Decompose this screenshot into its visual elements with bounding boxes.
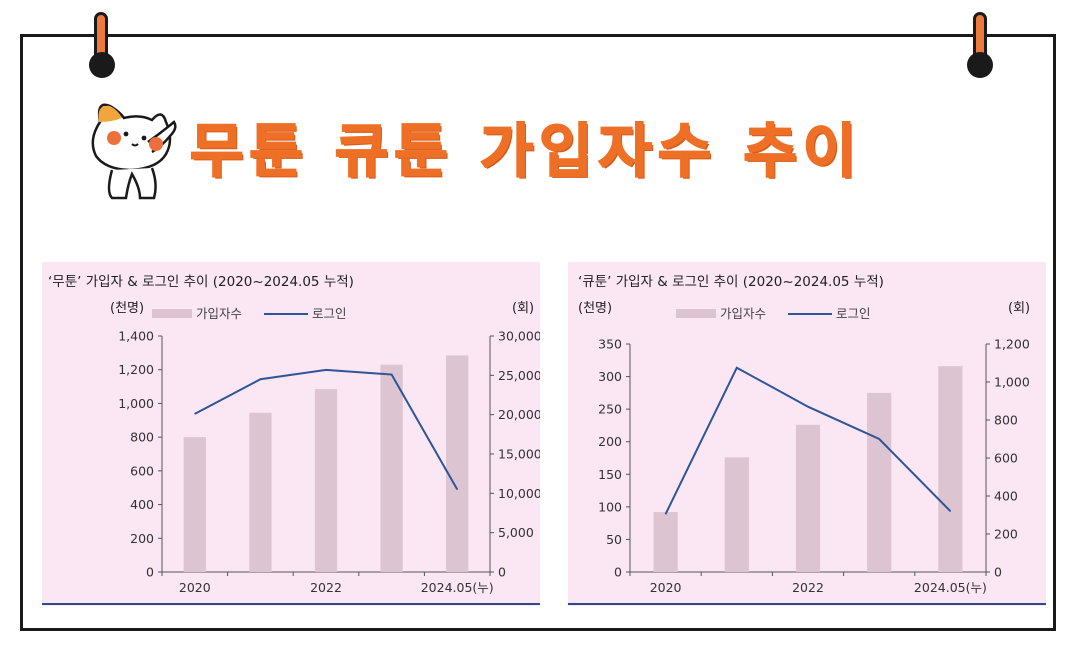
chart-title-cutoon: ‘큐툰’ 가입자 & 로그인 추이 (2020~2024.05 누적) xyxy=(578,274,884,290)
y-right-tick-label: 400 xyxy=(994,489,1018,504)
bar-2 xyxy=(249,412,272,572)
bar-3 xyxy=(314,389,338,572)
login-point-5 xyxy=(949,510,951,512)
login-point-4 xyxy=(391,374,393,376)
login-point-2 xyxy=(736,367,738,369)
x-tick-label: 2024.05(누) xyxy=(914,580,987,595)
y-left-tick-label: 600 xyxy=(130,463,154,478)
chart-mutoon: (천명) (회) 가입자수 로그인 0 200 400 600 800 1,000 1,200 1,4… xyxy=(42,301,540,605)
y-right-tick-label: 0 xyxy=(498,565,506,580)
legend-bar-swatch xyxy=(152,309,192,318)
y-right-tick-label: 1,200 xyxy=(994,337,1030,352)
bar-2 xyxy=(724,457,749,572)
legend-bar-swatch xyxy=(676,309,716,318)
y-left-unit-label: (천명) xyxy=(578,301,612,316)
login-point-5 xyxy=(456,488,458,490)
y-left-tick-label: 0 xyxy=(146,565,154,580)
y-right-tick-label: 0 xyxy=(994,565,1002,580)
login-point-1 xyxy=(194,413,196,415)
bar-1 xyxy=(653,512,678,572)
login-point-2 xyxy=(259,378,261,380)
y-right-tick-label: 5,000 xyxy=(498,525,534,540)
bar-4 xyxy=(867,392,892,572)
pin-hole-right-icon xyxy=(967,52,993,78)
y-right-tick-label: 15,000 xyxy=(498,447,540,462)
y-right-tick-label: 30,000 xyxy=(498,329,540,344)
y-left-tick-label: 1,400 xyxy=(118,329,154,344)
y-left-unit-label: (천명) xyxy=(110,301,144,316)
x-tick-label: 2020 xyxy=(179,580,211,595)
x-tick-label: 2020 xyxy=(650,580,682,595)
y-left-tick-label: 1,000 xyxy=(118,396,154,411)
y-left-tick-label: 350 xyxy=(598,337,622,352)
y-left-tick-label: 0 xyxy=(614,565,622,580)
y-right-tick-label: 10,000 xyxy=(498,486,540,501)
pin-hole-left-icon xyxy=(89,52,115,78)
y-left-tick-label: 1,200 xyxy=(118,362,154,377)
x-tick-label: 2022 xyxy=(792,580,824,595)
y-left-tick-label: 800 xyxy=(130,430,154,445)
y-left-tick-label: 300 xyxy=(598,369,622,384)
cat-mascot-icon xyxy=(91,103,177,200)
x-tick-label: 2022 xyxy=(310,580,342,595)
legend-label-line: 로그인 xyxy=(312,306,347,321)
login-point-3 xyxy=(807,406,809,408)
y-left-tick-label: 150 xyxy=(598,467,622,482)
bar-3 xyxy=(795,424,821,572)
y-left-tick-label: 200 xyxy=(130,531,154,546)
legend-label-bar: 가입자수 xyxy=(196,306,242,321)
legend-label-line: 로그인 xyxy=(836,306,871,321)
y-left-tick-label: 200 xyxy=(598,434,622,449)
y-right-unit-label: (회) xyxy=(1008,301,1030,316)
y-left-tick-label: 50 xyxy=(606,532,622,547)
y-left-tick-label: 250 xyxy=(598,402,622,417)
chart-cutoon: (천명) (회) 가입자수 로그인 0 50 100 150 200 250 300 350 0 200 4… xyxy=(568,301,1046,605)
x-tick-label: 2024.05(누) xyxy=(421,580,494,595)
page-title: 무툰 큐툰 가입자수 추이 xyxy=(189,116,863,186)
bar-5 xyxy=(938,366,963,572)
login-point-4 xyxy=(878,438,880,440)
y-left-tick-label: 400 xyxy=(130,497,154,512)
y-right-tick-label: 200 xyxy=(994,527,1018,542)
bar-1 xyxy=(183,437,206,572)
chart-title-mutoon: ‘무툰’ 가입자 & 로그인 추이 (2020~2024.05 누적) xyxy=(48,274,354,290)
bar-5 xyxy=(446,355,469,572)
y-right-tick-label: 20,000 xyxy=(498,407,540,422)
y-right-tick-label: 25,000 xyxy=(498,368,540,383)
y-right-tick-label: 1,000 xyxy=(994,375,1030,390)
legend-label-bar: 가입자수 xyxy=(720,306,766,321)
y-right-unit-label: (회) xyxy=(512,301,534,316)
y-left-tick-label: 100 xyxy=(598,499,622,514)
y-right-tick-label: 600 xyxy=(994,451,1018,466)
y-right-tick-label: 800 xyxy=(994,413,1018,428)
login-point-3 xyxy=(325,369,327,371)
login-point-1 xyxy=(665,513,667,515)
bar-4 xyxy=(380,364,403,572)
